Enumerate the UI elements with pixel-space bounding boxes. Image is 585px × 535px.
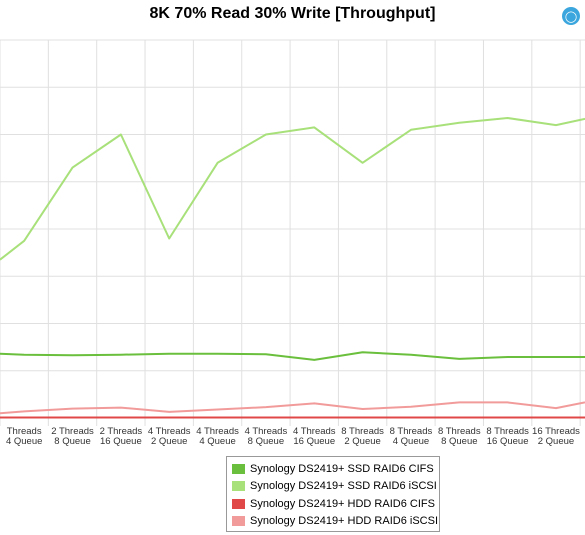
legend-swatch	[232, 516, 245, 527]
x-tick-label: 8 Queue	[441, 436, 477, 447]
x-tick-label: 8 Threads	[486, 426, 529, 437]
legend: Synology DS2419+ SSD RAID6 CIFS Synology…	[226, 456, 440, 532]
series-line[interactable]	[0, 401, 585, 415]
legend-item[interactable]: Synology DS2419+ HDD RAID6 CIFS	[232, 495, 435, 513]
x-tick-label: 16 Queue	[487, 436, 529, 447]
x-tick-label: 2 Queue	[538, 436, 574, 447]
x-tick-label: 2 Queue	[344, 436, 380, 447]
x-tick-label: 4 Threads	[293, 426, 336, 437]
x-tick-label: 2 Threads	[51, 426, 94, 437]
x-tick-label: 8 Threads	[390, 426, 433, 437]
x-tick-label: 4 Queue	[199, 436, 235, 447]
legend-label: Synology DS2419+ HDD RAID6 iSCSI	[250, 515, 438, 528]
chart-title: 8K 70% Read 30% Write [Throughput]	[149, 5, 436, 22]
series-line[interactable]	[0, 351, 585, 361]
legend-item[interactable]: Synology DS2419+ SSD RAID6 CIFS	[232, 460, 434, 478]
grid-lines	[0, 39, 585, 426]
x-tick-label: 8 Queue	[248, 436, 284, 447]
x-tick-label: Threads	[7, 426, 42, 437]
chart-tool-icon[interactable]: ◯	[562, 7, 580, 25]
x-tick-label: 16 Queue	[293, 436, 335, 447]
legend-swatch	[232, 463, 245, 474]
x-tick-label: 8 Queue	[54, 436, 90, 447]
legend-swatch	[232, 498, 245, 509]
legend-label: Synology DS2419+ HDD RAID6 CIFS	[250, 497, 435, 510]
x-tick-label: 2 Queue	[151, 436, 187, 447]
x-tick-label: 16 Threads	[532, 426, 580, 437]
x-tick-label: 4 Threads	[148, 426, 191, 437]
x-tick-label: 4 Threads	[245, 426, 288, 437]
x-tick-label: 8 Threads	[438, 426, 481, 437]
x-tick-label: 4 Queue	[393, 436, 429, 447]
x-tick-label: 16 Queue	[100, 436, 142, 447]
series-line[interactable]	[0, 117, 585, 261]
legend-label: Synology DS2419+ SSD RAID6 iSCSI	[250, 480, 437, 493]
x-tick-label: 4 Queue	[6, 436, 42, 447]
x-tick-label: 8 Threads	[341, 426, 384, 437]
x-tick-label: 4 Threads	[196, 426, 239, 437]
legend-item[interactable]: Synology DS2419+ SSD RAID6 iSCSI	[232, 478, 437, 496]
legend-swatch	[232, 481, 245, 492]
series-lines	[0, 117, 585, 419]
legend-label: Synology DS2419+ SSD RAID6 CIFS	[250, 462, 434, 475]
x-tick-label: 2 Threads	[100, 426, 143, 437]
legend-item[interactable]: Synology DS2419+ HDD RAID6 iSCSI	[232, 513, 438, 531]
